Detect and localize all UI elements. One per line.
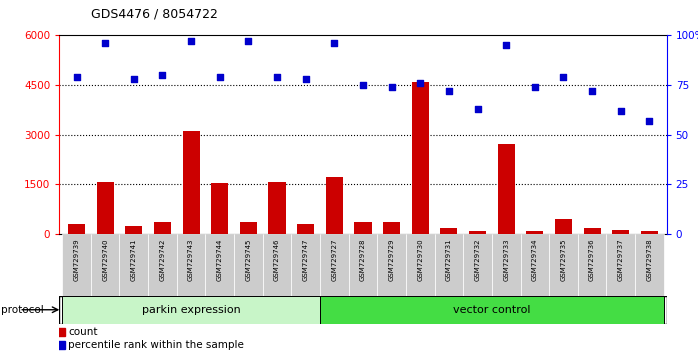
Point <box>300 76 311 82</box>
Point <box>615 108 626 114</box>
Point <box>243 39 254 44</box>
Bar <box>378 234 406 296</box>
Bar <box>355 222 371 234</box>
Point <box>128 76 140 82</box>
Text: GSM729745: GSM729745 <box>246 239 251 281</box>
Point <box>443 88 454 94</box>
Point <box>472 106 483 112</box>
Bar <box>119 234 148 296</box>
Bar <box>521 234 549 296</box>
Text: GSM729741: GSM729741 <box>131 239 137 281</box>
Bar <box>125 226 142 234</box>
Text: GSM729746: GSM729746 <box>274 239 280 281</box>
Bar <box>635 234 664 296</box>
Bar <box>205 234 234 296</box>
Bar <box>578 234 607 296</box>
Point <box>558 74 569 80</box>
Text: percentile rank within the sample: percentile rank within the sample <box>68 340 244 350</box>
Text: protocol: protocol <box>1 305 44 315</box>
Text: GSM729743: GSM729743 <box>188 239 194 281</box>
Bar <box>240 222 257 234</box>
Text: GSM729744: GSM729744 <box>217 239 223 281</box>
Bar <box>463 234 492 296</box>
Text: vector control: vector control <box>453 305 530 315</box>
Point <box>157 72 168 78</box>
Bar <box>182 131 200 234</box>
Bar <box>412 82 429 234</box>
Bar <box>607 234 635 296</box>
Text: GSM729739: GSM729739 <box>73 239 80 281</box>
Point <box>272 74 283 80</box>
Bar <box>91 234 119 296</box>
Bar <box>326 177 343 234</box>
Bar <box>177 234 205 296</box>
Text: GDS4476 / 8054722: GDS4476 / 8054722 <box>91 7 218 20</box>
Point <box>214 74 225 80</box>
Bar <box>435 234 463 296</box>
Text: GSM729737: GSM729737 <box>618 239 624 281</box>
Text: count: count <box>68 327 98 337</box>
Bar <box>555 219 572 234</box>
Bar <box>96 182 114 234</box>
Bar <box>526 231 544 234</box>
Point <box>415 80 426 86</box>
Bar <box>262 234 291 296</box>
Point <box>529 84 540 90</box>
Bar <box>320 296 664 324</box>
Text: GSM729731: GSM729731 <box>446 239 452 281</box>
Text: GSM729738: GSM729738 <box>646 239 653 281</box>
Text: GSM729733: GSM729733 <box>503 239 509 281</box>
Bar <box>498 144 514 234</box>
Point <box>644 118 655 124</box>
Point <box>71 74 82 80</box>
Bar <box>148 234 177 296</box>
Text: parkin expression: parkin expression <box>142 305 241 315</box>
Point <box>329 40 340 46</box>
Point <box>357 82 369 88</box>
Text: GSM729735: GSM729735 <box>560 239 567 281</box>
Point <box>386 84 397 90</box>
Bar <box>440 228 457 234</box>
Text: GSM729728: GSM729728 <box>360 239 366 281</box>
Point <box>100 40 111 46</box>
Bar <box>62 296 320 324</box>
Bar <box>641 231 658 234</box>
Bar <box>211 183 228 234</box>
Point <box>186 39 197 44</box>
Bar <box>154 222 171 234</box>
Bar <box>297 224 314 234</box>
Bar <box>291 234 320 296</box>
Point <box>586 88 597 94</box>
Bar <box>584 228 601 234</box>
Bar <box>59 296 667 324</box>
Bar <box>383 222 400 234</box>
Bar <box>68 224 85 234</box>
Text: GSM729730: GSM729730 <box>417 239 423 281</box>
Bar <box>406 234 435 296</box>
Text: GSM729740: GSM729740 <box>102 239 108 281</box>
Bar <box>549 234 578 296</box>
Text: GSM729736: GSM729736 <box>589 239 595 281</box>
Text: GSM729742: GSM729742 <box>159 239 165 281</box>
Bar <box>612 230 630 234</box>
Text: GSM729729: GSM729729 <box>389 239 394 281</box>
Bar <box>234 234 262 296</box>
Bar <box>348 234 378 296</box>
Bar <box>269 182 285 234</box>
Bar <box>320 234 348 296</box>
Bar <box>62 234 91 296</box>
Point <box>500 42 512 48</box>
Text: GSM729734: GSM729734 <box>532 239 538 281</box>
Bar <box>469 231 486 234</box>
Text: GSM729727: GSM729727 <box>332 239 337 281</box>
Text: GSM729732: GSM729732 <box>475 239 480 281</box>
Bar <box>492 234 521 296</box>
Text: GSM729747: GSM729747 <box>303 239 309 281</box>
